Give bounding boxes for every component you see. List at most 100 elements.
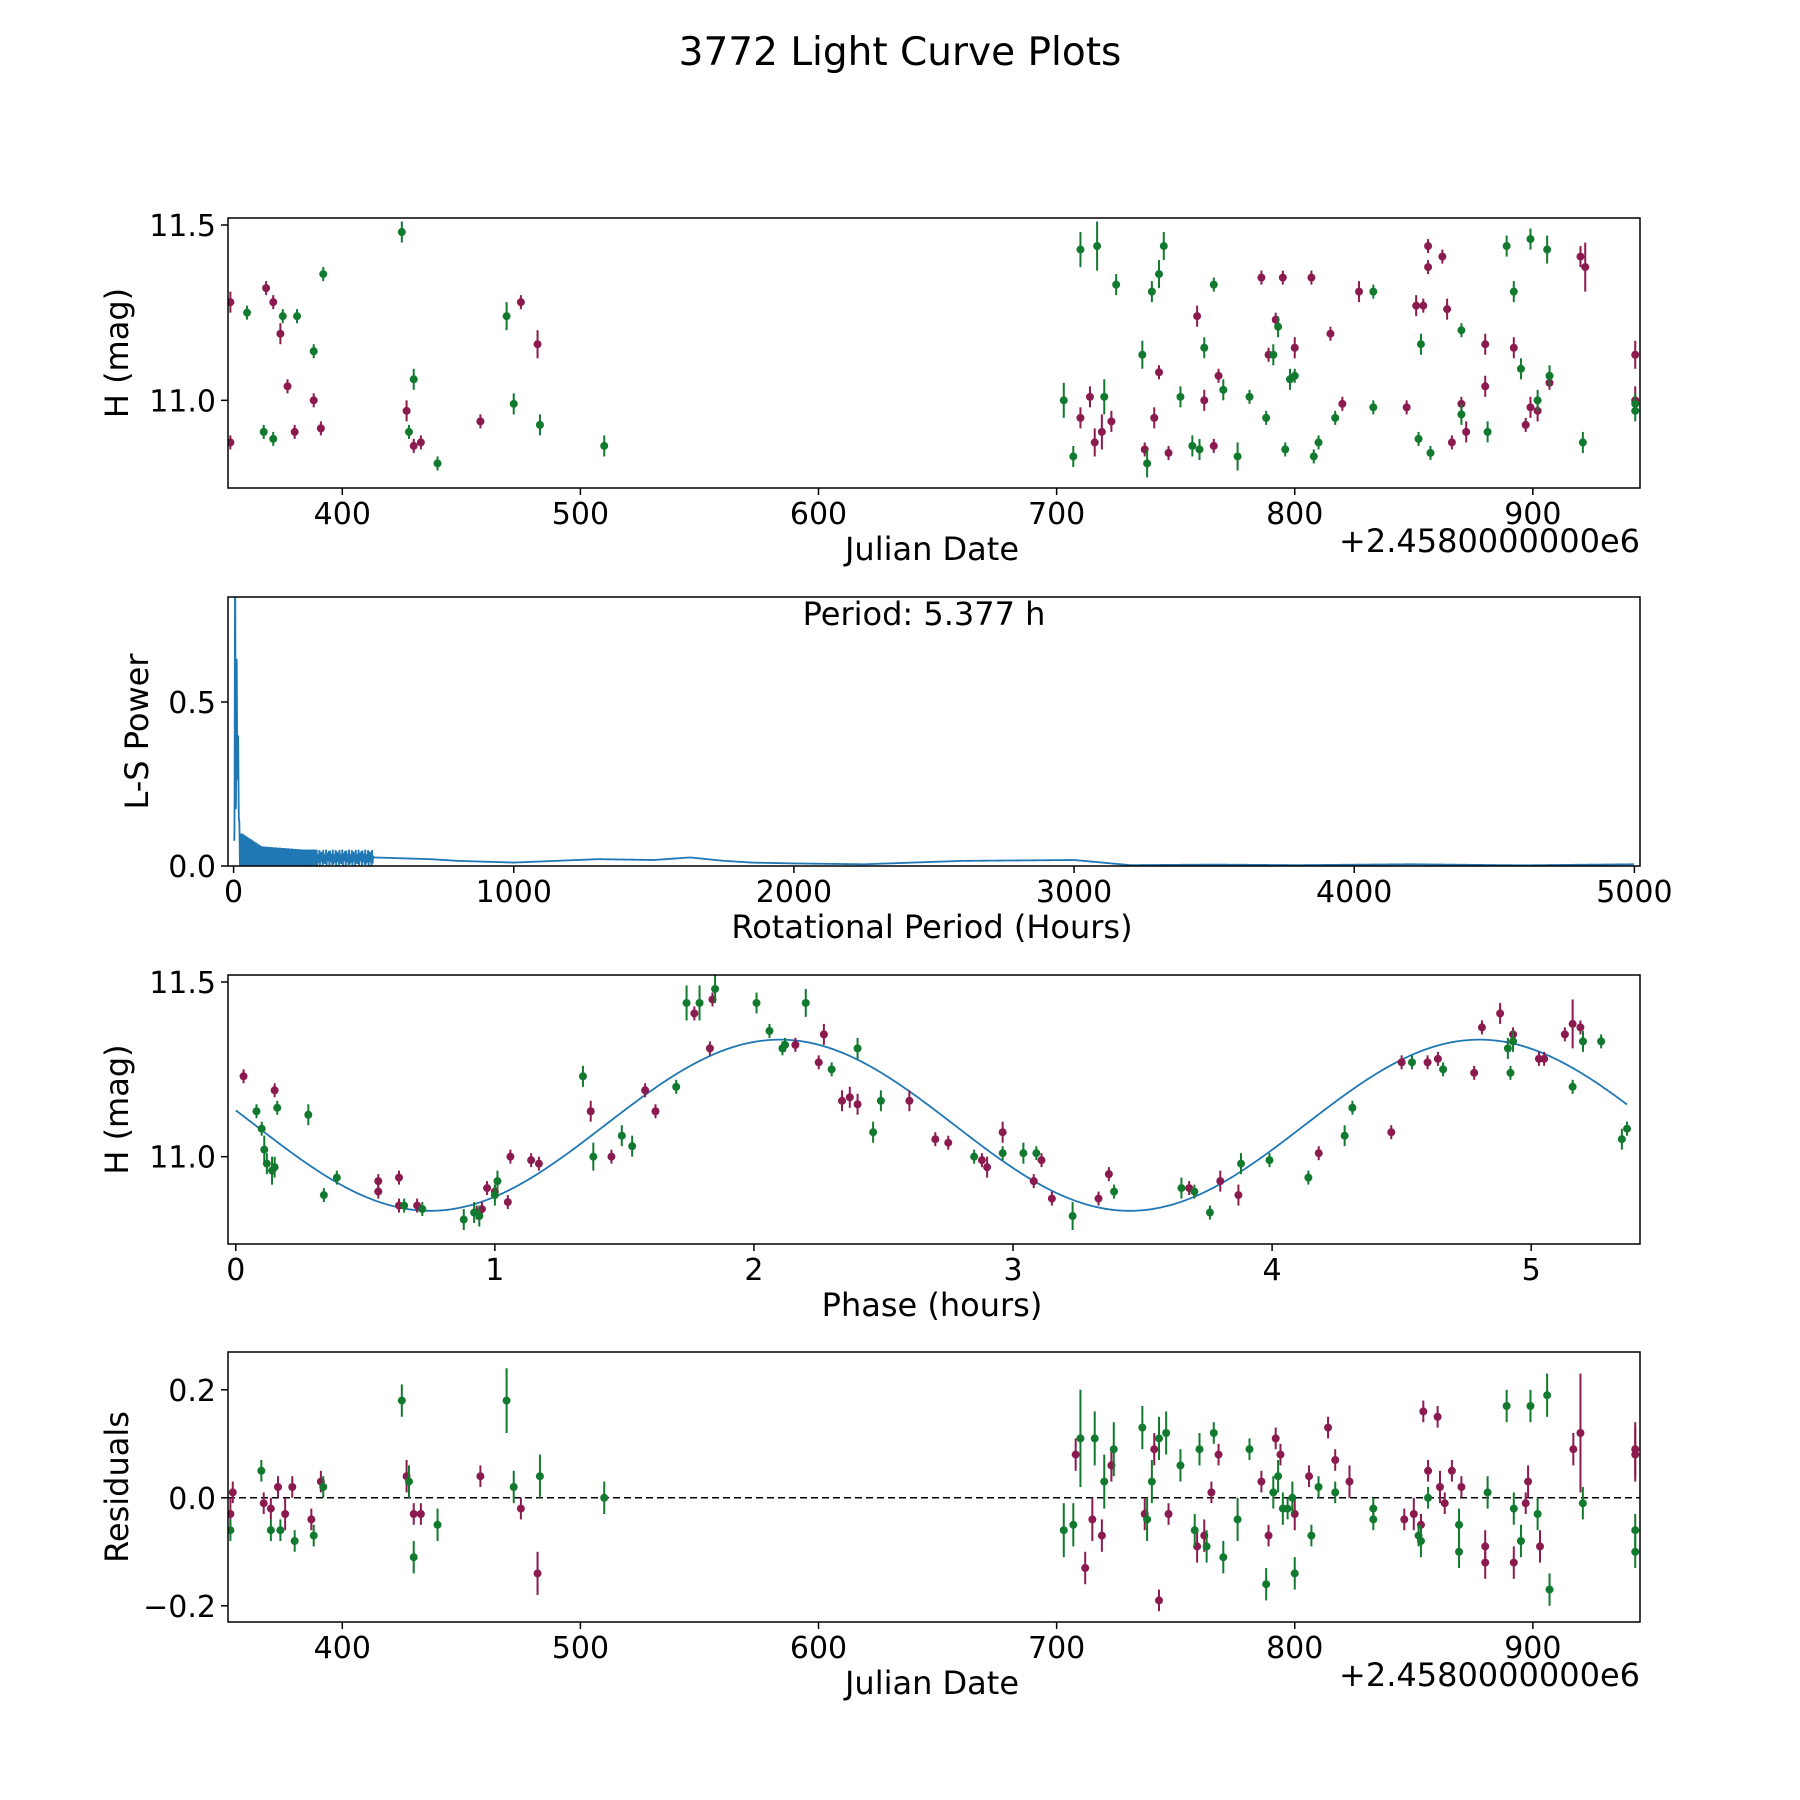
data-point — [309, 396, 318, 405]
data-point — [998, 1128, 1007, 1137]
data-point — [502, 312, 511, 321]
data-point — [309, 347, 318, 356]
data-point — [1426, 448, 1435, 457]
data-point — [1424, 263, 1433, 272]
data-point — [1579, 1037, 1588, 1046]
data-point — [1443, 305, 1452, 314]
residuals-plot-area — [228, 1368, 1640, 1612]
data-point — [1309, 452, 1318, 461]
data-point — [1631, 350, 1640, 359]
data-point — [1205, 1208, 1214, 1217]
data-point — [274, 1483, 283, 1491]
data-point — [475, 1212, 484, 1221]
data-point — [1369, 1515, 1378, 1524]
data-point — [1290, 1569, 1299, 1578]
phased-panel: 0 1 2 3 4 5 11.0 11.5 Phase (hours) H (mag) — [98, 966, 1641, 1324]
data-point — [1402, 403, 1411, 412]
data-point — [1088, 1515, 1097, 1524]
data-point — [1037, 1156, 1046, 1165]
data-point — [1143, 459, 1152, 468]
data-point — [814, 1058, 823, 1067]
data-point — [1419, 301, 1428, 310]
x-tick-label: 3 — [1003, 1253, 1022, 1288]
data-point — [1069, 1520, 1078, 1529]
data-point — [416, 438, 425, 447]
data-point — [1155, 1596, 1164, 1605]
data-point — [1290, 343, 1299, 352]
data-point — [269, 434, 278, 443]
data-point — [409, 1510, 418, 1518]
data-point — [1581, 263, 1590, 272]
data-point — [293, 312, 302, 321]
y-tick-label: 0.0 — [168, 1482, 216, 1517]
data-point — [534, 1159, 543, 1168]
data-point — [1412, 301, 1421, 310]
data-point — [1314, 1483, 1323, 1491]
data-point — [1257, 1477, 1266, 1486]
data-point — [1560, 1030, 1569, 1039]
data-point — [1433, 1054, 1442, 1063]
data-point — [1623, 1124, 1632, 1133]
phased-frame — [227, 974, 1641, 1245]
data-point — [252, 1107, 261, 1116]
data-point — [1533, 396, 1542, 405]
data-point — [1326, 329, 1335, 338]
y-tick-label: 0.0 — [168, 850, 216, 885]
data-point — [970, 1152, 979, 1161]
data-point — [1147, 1477, 1156, 1486]
y-tick-label: 0.5 — [168, 686, 216, 721]
lightcurve-series-band1 — [228, 239, 1640, 460]
data-point — [1090, 438, 1099, 447]
data-point — [1200, 396, 1209, 405]
data-point — [1477, 1023, 1486, 1032]
data-point — [316, 424, 325, 433]
data-point — [1097, 1531, 1106, 1540]
data-point — [1200, 343, 1209, 352]
data-point — [1069, 452, 1078, 461]
data-point — [509, 1483, 518, 1491]
data-point — [319, 1483, 328, 1491]
data-point — [1314, 438, 1323, 447]
data-point — [1481, 382, 1490, 391]
data-point — [711, 984, 720, 993]
periodogram-panel: Period: 5.377 h 0 1000 2000 3000 4000 5000 0.0 0… — [118, 595, 1673, 946]
data-point — [1068, 1212, 1077, 1221]
data-point — [791, 1040, 800, 1049]
x-tick-label: 700 — [1028, 497, 1085, 532]
data-point — [1159, 242, 1168, 251]
data-point — [1496, 1009, 1505, 1018]
phased-series-band2 — [252, 975, 1632, 1231]
data-point — [309, 1531, 318, 1540]
data-point — [1059, 396, 1068, 405]
data-point — [483, 1184, 492, 1193]
data-point — [269, 298, 278, 307]
data-point — [1447, 1466, 1456, 1475]
residuals-xlabel: Julian Date — [843, 1664, 1019, 1702]
data-point — [1509, 287, 1518, 296]
data-point — [1214, 1450, 1223, 1459]
y-tick-label: 11.0 — [149, 384, 216, 419]
y-tick-label: 11.5 — [149, 209, 216, 244]
data-point — [257, 1124, 266, 1133]
data-point — [827, 1065, 836, 1074]
data-point — [490, 1191, 499, 1200]
data-point — [332, 1173, 341, 1182]
data-point — [853, 1100, 862, 1109]
data-point — [409, 1553, 418, 1562]
x-tick-label: 1000 — [476, 875, 552, 910]
data-point — [876, 1096, 885, 1105]
data-point — [1150, 1445, 1159, 1454]
data-point — [1245, 392, 1254, 401]
data-point — [397, 1396, 406, 1405]
data-point — [1305, 1472, 1314, 1481]
data-point — [905, 1096, 914, 1105]
data-point — [1526, 235, 1535, 244]
data-point — [1331, 413, 1340, 422]
data-point — [262, 284, 271, 293]
data-point — [1526, 1402, 1535, 1410]
periodogram-xlabel: Rotational Period (Hours) — [731, 908, 1132, 946]
data-point — [1447, 438, 1456, 447]
data-point — [1503, 1044, 1512, 1053]
data-point — [672, 1082, 681, 1091]
data-point — [1424, 1466, 1433, 1475]
